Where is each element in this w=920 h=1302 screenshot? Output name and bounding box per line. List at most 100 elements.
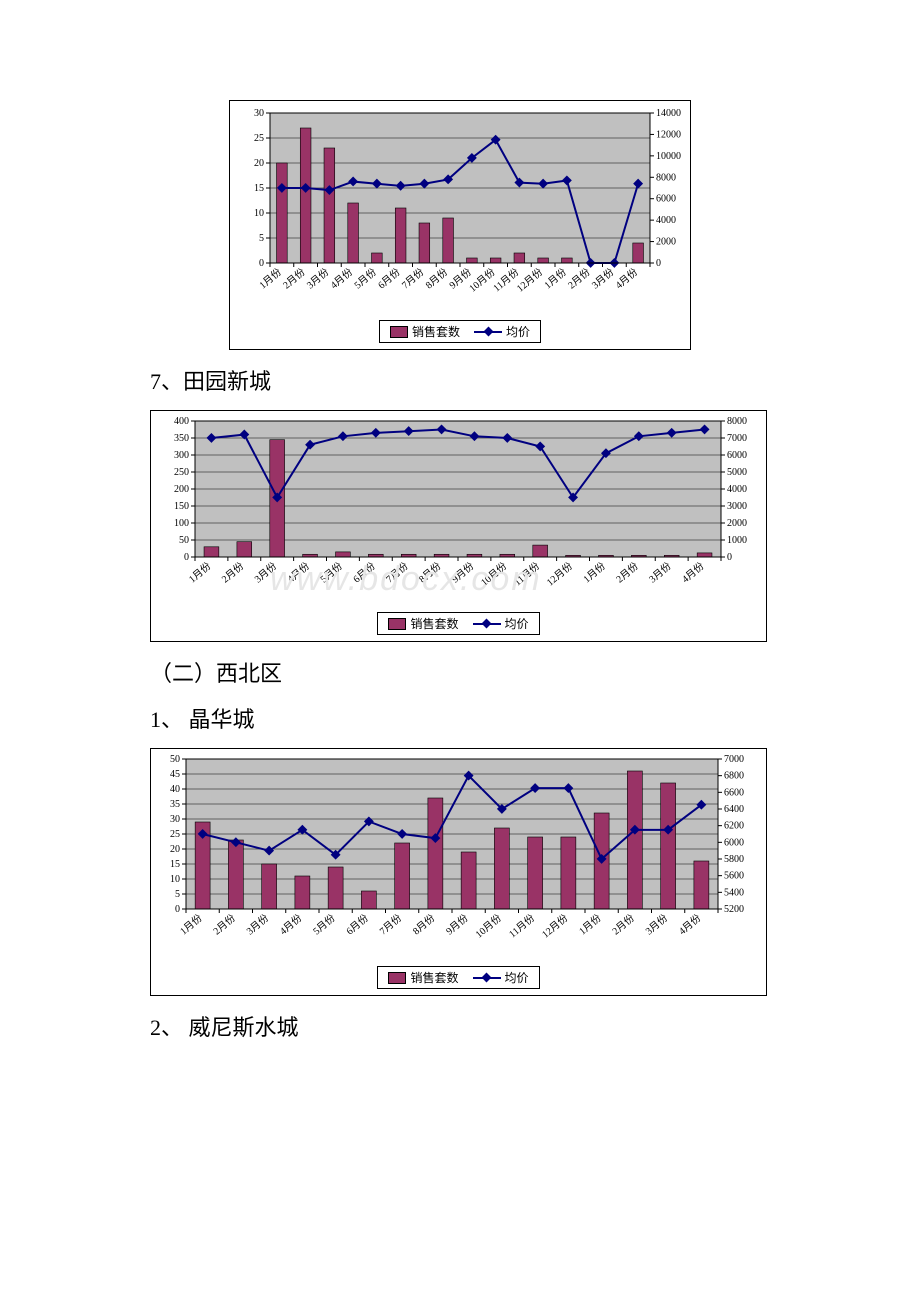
svg-text:8000: 8000 <box>727 416 747 427</box>
svg-text:8月份: 8月份 <box>417 560 444 585</box>
svg-text:2月份: 2月份 <box>211 912 238 937</box>
line-swatch-icon <box>473 620 501 627</box>
svg-text:12月份: 12月份 <box>514 266 545 294</box>
legend-line: 均价 <box>474 323 530 340</box>
svg-text:0: 0 <box>727 552 732 563</box>
svg-text:14000: 14000 <box>656 108 681 119</box>
svg-text:9月份: 9月份 <box>450 560 477 585</box>
svg-text:6000: 6000 <box>656 194 676 205</box>
svg-text:4月份: 4月份 <box>613 266 640 291</box>
heading-section-7: 7、田园新城 <box>150 364 770 396</box>
svg-text:5月份: 5月份 <box>318 560 345 585</box>
bar-swatch-icon <box>388 972 406 984</box>
svg-text:12月份: 12月份 <box>540 912 571 940</box>
svg-text:3月份: 3月份 <box>244 912 271 937</box>
svg-text:5800: 5800 <box>724 854 744 865</box>
svg-text:30: 30 <box>170 814 180 825</box>
svg-text:10: 10 <box>254 208 264 219</box>
chart-container-2: 0501001502002503003504000100020003000400… <box>150 410 767 642</box>
svg-text:4000: 4000 <box>727 484 747 495</box>
svg-text:35: 35 <box>170 799 180 810</box>
svg-text:10月份: 10月份 <box>473 912 504 940</box>
svg-text:1月份: 1月份 <box>257 266 284 291</box>
svg-text:5: 5 <box>259 233 264 244</box>
svg-text:7000: 7000 <box>727 433 747 444</box>
legend-bars-label: 销售套数 <box>410 615 458 632</box>
legend-bars: 销售套数 <box>390 323 460 340</box>
svg-text:1000: 1000 <box>727 535 747 546</box>
svg-text:6600: 6600 <box>724 787 744 798</box>
svg-text:50: 50 <box>179 535 189 546</box>
svg-text:8月份: 8月份 <box>423 266 450 291</box>
chart-container-1: 0510152025300200040006000800010000120001… <box>229 100 691 350</box>
svg-text:200: 200 <box>174 484 189 495</box>
svg-text:5000: 5000 <box>727 467 747 478</box>
legend-3: 销售套数 均价 <box>151 962 766 995</box>
svg-text:3月份: 3月份 <box>643 912 670 937</box>
svg-text:7月份: 7月份 <box>377 912 404 937</box>
legend-line: 均价 <box>473 969 529 986</box>
chart-svg-3: 0510152025303540455052005400560058006000… <box>151 749 766 957</box>
svg-text:10月份: 10月份 <box>479 560 510 588</box>
chart-container-3: 0510152025303540455052005400560058006000… <box>150 748 767 996</box>
svg-text:45: 45 <box>170 769 180 780</box>
svg-text:11月份: 11月份 <box>512 560 542 588</box>
bar-swatch-icon <box>390 326 408 338</box>
svg-text:6月份: 6月份 <box>344 912 371 937</box>
svg-text:12月份: 12月份 <box>544 560 575 588</box>
svg-text:350: 350 <box>174 433 189 444</box>
svg-text:5: 5 <box>175 889 180 900</box>
svg-text:6月份: 6月份 <box>376 266 403 291</box>
svg-text:4月份: 4月份 <box>285 560 312 585</box>
svg-text:0: 0 <box>259 258 264 269</box>
legend-line-label: 均价 <box>506 323 530 340</box>
svg-text:6200: 6200 <box>724 821 744 832</box>
svg-text:5月份: 5月份 <box>311 912 338 937</box>
svg-text:4月份: 4月份 <box>328 266 355 291</box>
svg-text:25: 25 <box>170 829 180 840</box>
line-swatch-icon <box>474 328 502 335</box>
svg-text:15: 15 <box>170 859 180 870</box>
svg-text:150: 150 <box>174 501 189 512</box>
svg-text:2月份: 2月份 <box>610 912 637 937</box>
svg-text:25: 25 <box>254 133 264 144</box>
svg-text:5600: 5600 <box>724 871 744 882</box>
svg-text:4月份: 4月份 <box>676 912 703 937</box>
svg-text:8月份: 8月份 <box>410 912 437 937</box>
svg-text:30: 30 <box>254 108 264 119</box>
svg-text:7月份: 7月份 <box>384 560 411 585</box>
svg-text:300: 300 <box>174 450 189 461</box>
svg-text:250: 250 <box>174 467 189 478</box>
svg-text:0: 0 <box>184 552 189 563</box>
document-page: 0510152025300200040006000800010000120001… <box>0 0 920 1136</box>
chart-wrapper-2: 0501001502002503003504000100020003000400… <box>150 410 770 642</box>
svg-text:11月份: 11月份 <box>491 266 521 294</box>
heading-item-1: 1、 晶华城 <box>150 702 770 734</box>
svg-text:2月份: 2月份 <box>614 560 641 585</box>
svg-text:4月份: 4月份 <box>277 912 304 937</box>
svg-text:7月份: 7月份 <box>399 266 426 291</box>
svg-text:3月份: 3月份 <box>252 560 279 585</box>
svg-text:100: 100 <box>174 518 189 529</box>
svg-text:11月份: 11月份 <box>507 912 537 940</box>
svg-text:7000: 7000 <box>724 754 744 765</box>
heading-section-nw: （二）西北区 <box>150 656 770 688</box>
legend-bars-label: 销售套数 <box>412 323 460 340</box>
svg-text:5200: 5200 <box>724 904 744 915</box>
chart-svg-1: 0510152025300200040006000800010000120001… <box>230 101 690 311</box>
svg-text:10: 10 <box>170 874 180 885</box>
svg-text:2000: 2000 <box>727 518 747 529</box>
svg-text:1月份: 1月份 <box>542 266 569 291</box>
svg-text:2月份: 2月份 <box>219 560 246 585</box>
svg-text:1月份: 1月份 <box>178 912 205 937</box>
line-swatch-icon <box>473 974 501 981</box>
legend-bars: 销售套数 <box>388 615 458 632</box>
svg-text:6000: 6000 <box>724 837 744 848</box>
svg-text:20: 20 <box>254 158 264 169</box>
svg-text:9月份: 9月份 <box>444 912 471 937</box>
svg-text:20: 20 <box>170 844 180 855</box>
legend-bars-label: 销售套数 <box>410 969 458 986</box>
legend-bars: 销售套数 <box>388 969 458 986</box>
svg-text:3月份: 3月份 <box>304 266 331 291</box>
svg-text:10000: 10000 <box>656 151 681 162</box>
